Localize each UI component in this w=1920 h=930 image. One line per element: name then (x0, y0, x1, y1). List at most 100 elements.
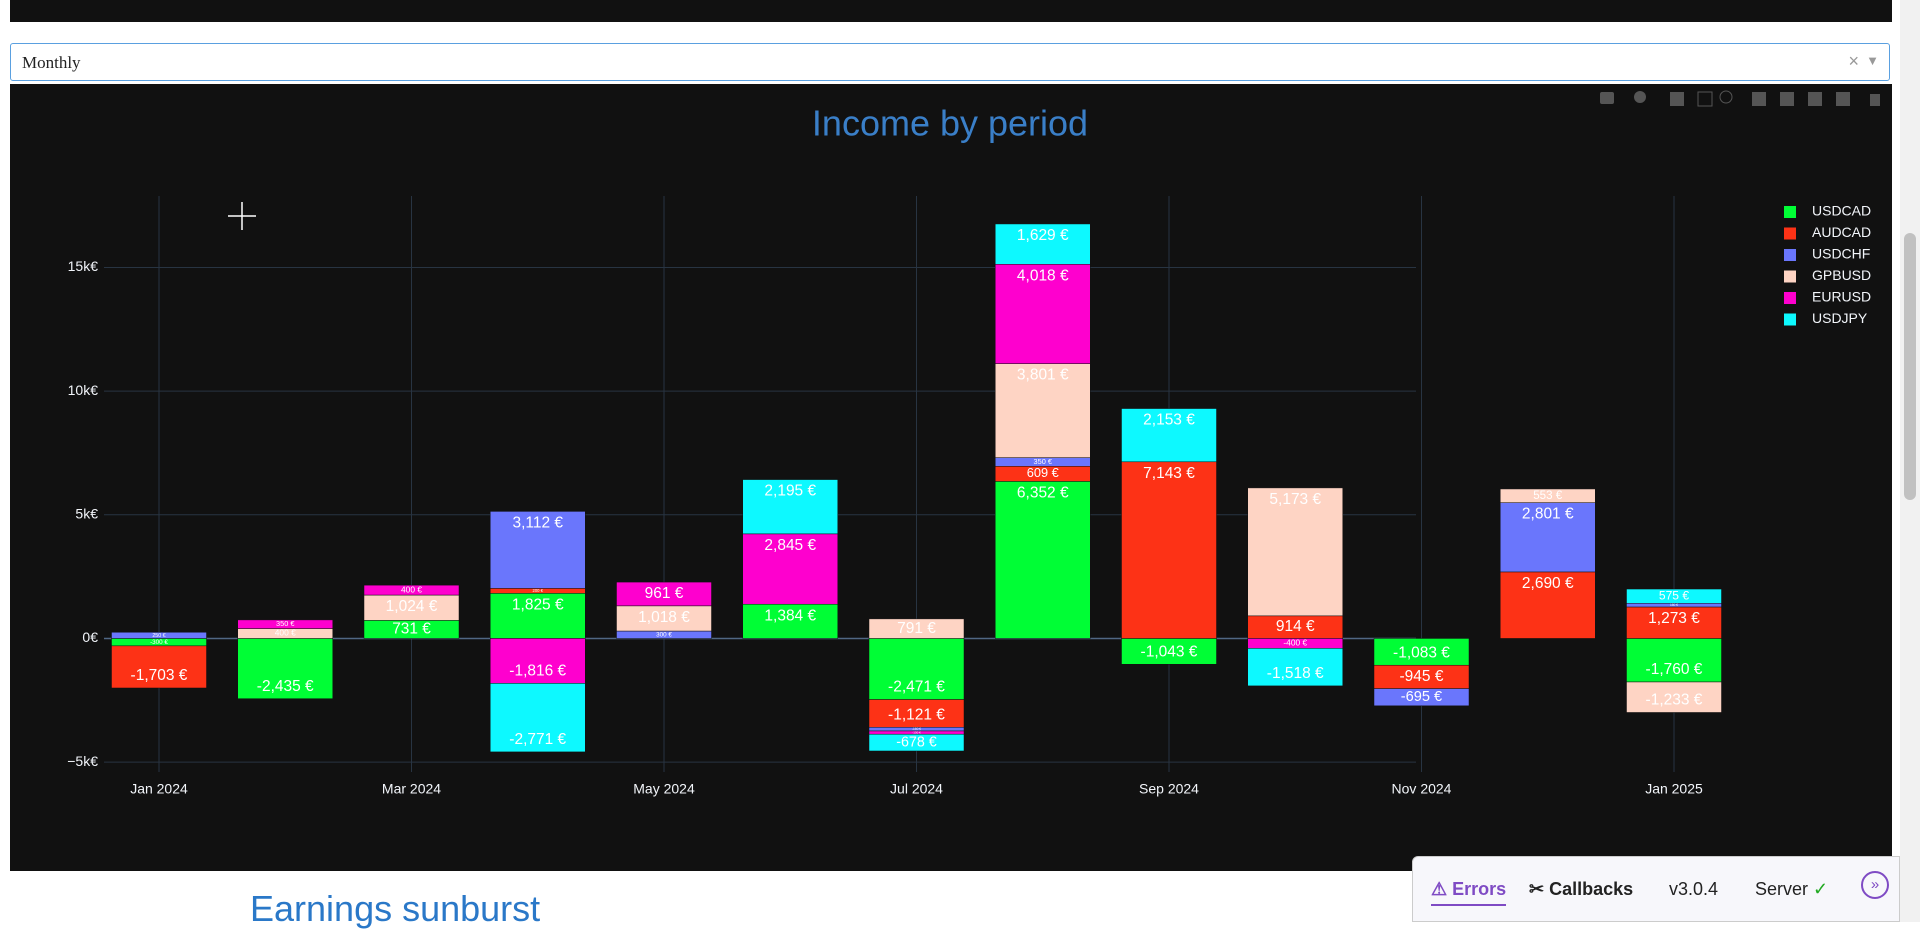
value-label: 350 € (276, 619, 295, 628)
bar-segment (742, 479, 838, 535)
errors-label: Errors (1452, 879, 1507, 899)
period-dropdown[interactable]: Monthly × ▼ (10, 43, 1890, 81)
bar-segment (237, 619, 333, 629)
x-tick-label: May 2024 (633, 781, 695, 797)
value-label: -695 € (1401, 689, 1442, 705)
value-label: 791 € (897, 620, 936, 637)
value-label: -2,771 € (509, 731, 566, 748)
value-label: -300 € (150, 639, 168, 646)
value-label: -1,233 € (1646, 692, 1703, 709)
legend-swatch (1784, 249, 1796, 261)
modebar[interactable] (1600, 90, 1880, 107)
value-label: -2,471 € (888, 679, 945, 696)
legend-item[interactable]: EURUSD (1784, 289, 1871, 305)
value-label: 1,018 € (638, 609, 690, 626)
legend-swatch (1784, 270, 1796, 283)
legend-item[interactable]: USDCAD (1784, 203, 1871, 219)
value-label: 3,801 € (1017, 367, 1069, 384)
value-label: 400 € (275, 628, 296, 638)
scrollbar[interactable] (1900, 0, 1920, 922)
value-label: 961 € (645, 585, 684, 602)
clear-icon[interactable]: × (1848, 51, 1859, 71)
top-bar (10, 0, 1892, 22)
value-label: 609 € (1027, 465, 1059, 480)
bar-segment (868, 618, 965, 639)
bar-segment (237, 638, 333, 699)
bar-segment (868, 638, 965, 700)
legend-label: USDCAD (1812, 203, 1871, 219)
bar-segment (490, 511, 586, 589)
bar-segment (1121, 408, 1217, 463)
value-label: 4,018 € (1017, 267, 1069, 284)
value-label: 150 € (1670, 603, 1678, 607)
legend-swatch (1784, 292, 1796, 304)
value-label: 553 € (1533, 489, 1563, 502)
value-label: 6,352 € (1017, 484, 1069, 501)
value-label: 731 € (392, 620, 431, 637)
callbacks-tab[interactable]: ✂ Callbacks (1529, 879, 1634, 899)
legend-item[interactable]: USDCHF (1784, 246, 1870, 262)
value-label: 2,801 € (1522, 506, 1574, 523)
value-label: -1,043 € (1141, 643, 1198, 660)
dropdown-arrow[interactable]: ▼ (1866, 53, 1879, 68)
value-label: 250 € (152, 633, 165, 639)
legend-swatch (1784, 227, 1796, 240)
section-heading: Earnings sunburst (250, 888, 541, 929)
y-tick-label: 5k€ (75, 505, 98, 521)
bar-segment (1626, 588, 1722, 604)
value-label: -1,816 € (509, 662, 566, 679)
bar-segment (1247, 648, 1343, 687)
value-label: 3,112 € (512, 514, 563, 531)
legend-item[interactable]: GPBUSD (1784, 267, 1871, 283)
legend-label: EURUSD (1812, 289, 1871, 305)
x-tick-label: Jul 2024 (890, 781, 943, 797)
bar-segment (1626, 606, 1722, 639)
bar-segment (742, 603, 838, 639)
bar-segment (868, 733, 965, 752)
bar-segment (616, 581, 712, 607)
bar-segment (1247, 487, 1343, 617)
value-label: -1,083 € (1393, 644, 1450, 661)
value-label: -130 € (912, 730, 921, 734)
value-label: 2,690 € (1522, 575, 1574, 592)
bar-segment (1500, 488, 1596, 503)
value-label: 575 € (1659, 588, 1690, 602)
value-label: -678 € (896, 734, 937, 750)
bar-segment (363, 584, 460, 596)
legend-item[interactable]: USDJPY (1784, 310, 1868, 326)
bar-segment (995, 481, 1091, 639)
toggle-button[interactable]: » (1861, 871, 1889, 899)
value-label: 1,629 € (1017, 227, 1069, 244)
bar-segment (1373, 688, 1470, 707)
errors-tab[interactable]: ⚠ Errors (1431, 879, 1507, 906)
bar-segment (363, 594, 460, 621)
value-label: 914 € (1276, 618, 1315, 635)
value-label: 300 € (656, 631, 672, 638)
chart-title: Income by period (812, 103, 1088, 144)
x-tick-label: Mar 2024 (382, 781, 441, 797)
value-label: 400 € (401, 584, 422, 594)
x-tick-label: Jan 2025 (1645, 781, 1703, 797)
dash-debug-menu: ⚠ Errors ✂ Callbacks v3.0.4 Server ✓ » (1412, 856, 1900, 922)
bar-segment (1500, 571, 1596, 639)
x-tick-label: Nov 2024 (1392, 781, 1452, 797)
bar-segment (1121, 638, 1217, 665)
value-label: 200 € (533, 588, 544, 593)
x-tick-label: Sep 2024 (1139, 781, 1199, 797)
value-label: -2,435 € (257, 678, 314, 695)
bar-segment (111, 645, 207, 689)
legend-label: USDCHF (1812, 246, 1870, 262)
bar-segment (490, 593, 586, 639)
bar-segment (1373, 638, 1470, 666)
value-label: 1,825 € (512, 596, 564, 613)
server-label: Server (1755, 879, 1809, 899)
bar-segment (995, 223, 1091, 265)
legend-swatch (1784, 206, 1796, 218)
value-label: -400 € (1283, 638, 1307, 648)
scroll-thumb[interactable] (1904, 233, 1916, 500)
legend-item[interactable]: AUDCAD (1784, 224, 1871, 240)
version: v3.0.4 (1669, 879, 1719, 899)
bar-segment (490, 638, 586, 684)
callbacks-label: Callbacks (1549, 879, 1634, 899)
